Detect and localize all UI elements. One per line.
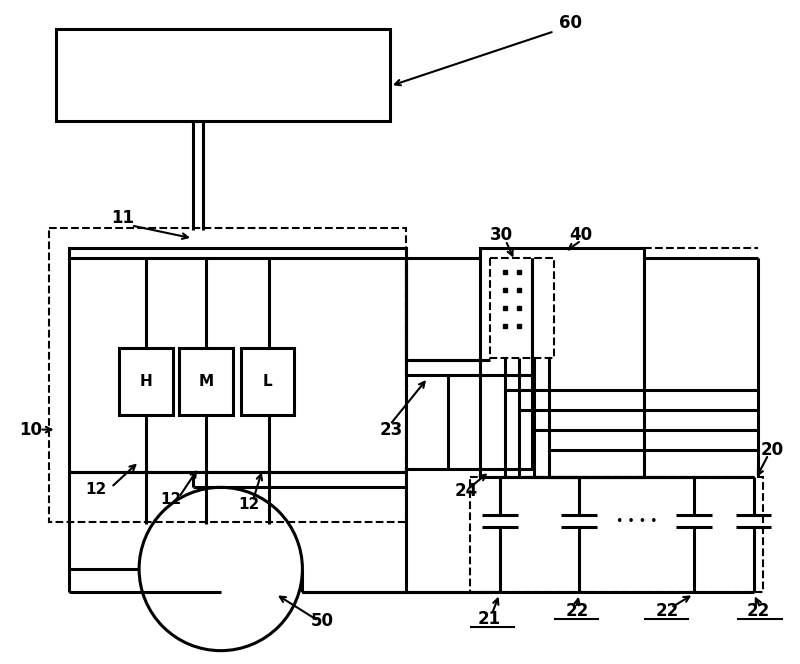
Text: 12: 12	[238, 497, 259, 512]
Text: H: H	[140, 374, 153, 389]
Text: 11: 11	[111, 209, 134, 228]
Bar	[119, 348, 173, 414]
Text: 20: 20	[761, 440, 784, 459]
Text: 21: 21	[478, 610, 501, 627]
Text: 10: 10	[19, 420, 42, 439]
Text: 60: 60	[559, 15, 582, 33]
Bar	[480, 248, 644, 477]
Text: 50: 50	[310, 612, 334, 629]
Text: M: M	[198, 374, 214, 389]
Text: 12: 12	[160, 492, 182, 507]
Text: 24: 24	[454, 482, 478, 501]
Text: 22: 22	[747, 602, 770, 620]
Text: 12: 12	[86, 482, 107, 497]
Bar	[241, 348, 294, 414]
Text: L: L	[262, 374, 272, 389]
Text: 23: 23	[380, 420, 403, 439]
Bar	[57, 29, 390, 121]
Bar	[448, 374, 533, 469]
Text: 22: 22	[566, 602, 589, 620]
Text: 22: 22	[655, 602, 678, 620]
Text: • • • •: • • • •	[616, 515, 658, 528]
Bar	[70, 248, 406, 472]
Bar	[179, 348, 233, 414]
Text: 40: 40	[570, 226, 593, 244]
Bar	[470, 477, 763, 592]
Text: 30: 30	[490, 226, 513, 244]
Bar	[490, 258, 554, 358]
Bar	[50, 228, 406, 522]
